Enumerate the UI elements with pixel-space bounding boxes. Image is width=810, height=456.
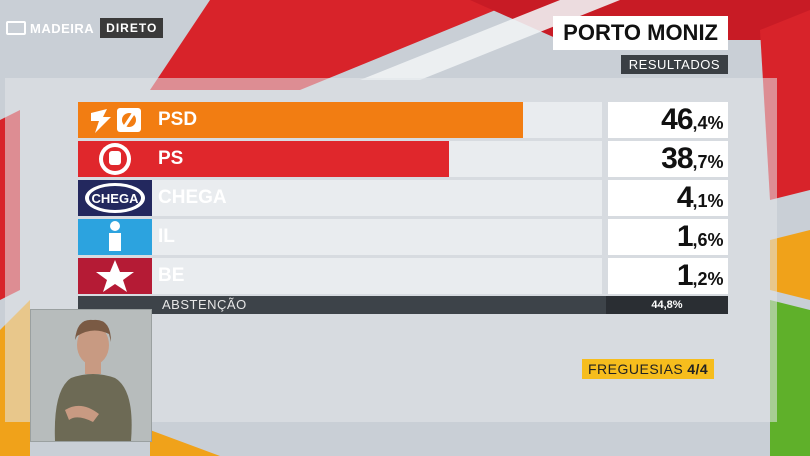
- percentage-box: 46,4%: [608, 102, 728, 138]
- ps-logo-icon: [78, 141, 152, 177]
- party-name: PS: [158, 148, 184, 169]
- party-name: IL: [158, 226, 175, 247]
- percentage-decimal: ,7%: [692, 152, 724, 172]
- channel-name: MADEIRA: [30, 20, 95, 36]
- tv-icon: [6, 21, 26, 35]
- location-title: PORTO MONIZ: [553, 16, 728, 50]
- result-bar: [78, 102, 523, 138]
- parishes-counter: FREGUESIAS 4/4: [582, 359, 715, 379]
- percentage-decimal: ,4%: [692, 113, 724, 133]
- sign-language-interpreter-video: [30, 309, 152, 442]
- channel-bar: MADEIRA DIRETO: [0, 18, 164, 38]
- abstention-bar: ABSTENÇÃO 44,8%: [78, 296, 728, 314]
- section-label: RESULTADOS: [620, 55, 728, 74]
- percentage-integer: 4: [676, 181, 694, 214]
- be-logo-icon: [78, 258, 152, 294]
- live-badge: DIRETO: [100, 18, 164, 38]
- percentage-integer: 1: [676, 259, 694, 292]
- percentage-decimal: ,2%: [692, 269, 724, 289]
- percentage-box: 4,1%: [608, 180, 728, 216]
- party-name: BE: [158, 265, 185, 286]
- parishes-count: 4/4: [687, 361, 709, 377]
- bar-track: [78, 219, 602, 255]
- percentage-integer: 46: [661, 103, 693, 136]
- percentage-box: 38,7%: [608, 141, 728, 177]
- bar-track: [78, 258, 602, 294]
- percentage-decimal: ,1%: [692, 191, 724, 211]
- percentage-integer: 1: [676, 220, 694, 253]
- psd-cds-logo-icon: [78, 102, 152, 138]
- chega-logo-icon: CHEGA: [78, 180, 152, 216]
- parishes-label: FREGUESIAS: [588, 361, 684, 377]
- percentage-decimal: ,6%: [692, 230, 724, 250]
- chega-logo-text: CHEGA: [92, 191, 140, 206]
- bar-track: [78, 180, 602, 216]
- party-name: PSD | CDS: [158, 109, 198, 202]
- percentage-box: 1,6%: [608, 219, 728, 255]
- il-logo-icon: [78, 219, 152, 255]
- percentage-integer: 38: [661, 142, 693, 175]
- percentage-box: 1,2%: [608, 258, 728, 294]
- abstention-label: ABSTENÇÃO: [162, 297, 247, 312]
- party-name: CHEGA: [158, 187, 227, 208]
- channel-logo: MADEIRA: [0, 18, 100, 38]
- abstention-value: 44,8%: [606, 296, 728, 314]
